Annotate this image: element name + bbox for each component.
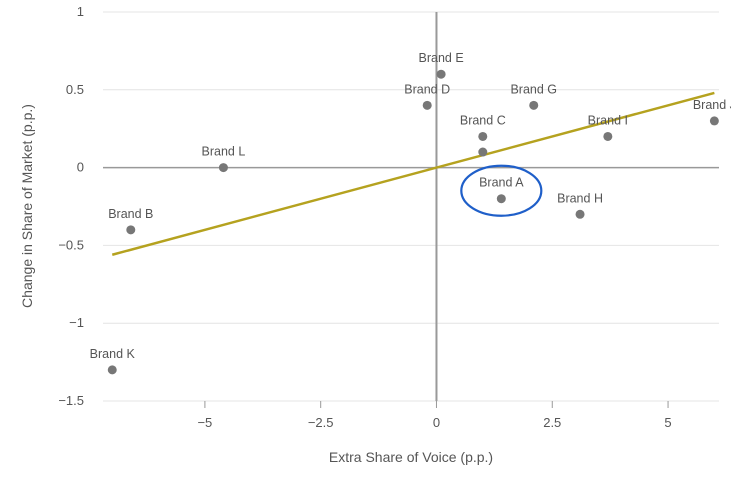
x-axis-title: Extra Share of Voice (p.p.): [329, 449, 493, 465]
highlight-circle: [460, 164, 543, 217]
y-tick-label: 1: [77, 4, 84, 19]
point-brand-d: [422, 100, 432, 110]
point-label-brand-k: Brand K: [90, 347, 136, 361]
point-label-brand-l: Brand L: [202, 145, 246, 159]
x-tick-label: 2.5: [543, 415, 561, 430]
point-label-brand-g: Brand G: [510, 82, 557, 96]
tick-labels: 1 0.5 0 −0.5 −1 −1.5 −5 −2.5 0 2.5 5: [58, 4, 671, 430]
x-tick-label: 0: [433, 415, 440, 430]
point-label-brand-h: Brand H: [557, 191, 603, 205]
trendline: [111, 91, 715, 256]
y-tick-label: 0: [77, 160, 84, 175]
y-tick-label: −1.5: [58, 393, 84, 408]
point-label-brand-b: Brand B: [108, 207, 153, 221]
y-tick-label: 0.5: [66, 82, 84, 97]
x-tick-label: −2.5: [308, 415, 334, 430]
point-label-brand-d: Brand D: [404, 82, 450, 96]
point-brand-a: [496, 194, 506, 204]
point-unlabeled: [478, 147, 488, 157]
point-brand-l: [218, 163, 228, 173]
data-points: [107, 69, 719, 375]
point-brand-b: [126, 225, 136, 235]
point-label-brand-c: Brand C: [460, 113, 506, 127]
point-label-brand-a: Brand A: [479, 176, 524, 190]
x-tick-label: 5: [664, 415, 671, 430]
x-tick-label: −5: [197, 415, 212, 430]
point-brand-e: [436, 69, 446, 79]
point-brand-j: [709, 116, 719, 126]
point-label-brand-j: Brand J: [693, 98, 731, 112]
point-brand-i: [603, 131, 613, 141]
point-brand-c: [478, 131, 488, 141]
point-brand-k: [107, 365, 117, 375]
highlight-layer: [460, 164, 543, 217]
y-axis-title: Change in Share of Market (p.p.): [19, 104, 35, 308]
gridlines: [103, 11, 719, 402]
trendline-layer: [111, 91, 715, 256]
point-brand-g: [529, 100, 539, 110]
y-tick-label: −0.5: [58, 237, 84, 252]
zero-axes: [103, 12, 719, 401]
point-label-brand-i: Brand I: [588, 113, 628, 127]
point-label-brand-e: Brand E: [419, 51, 464, 65]
point-labels: Brand A Brand B Brand C Brand D Brand E Brand…: [90, 51, 731, 361]
y-tick-label: −1: [69, 315, 84, 330]
point-brand-h: [575, 209, 585, 219]
